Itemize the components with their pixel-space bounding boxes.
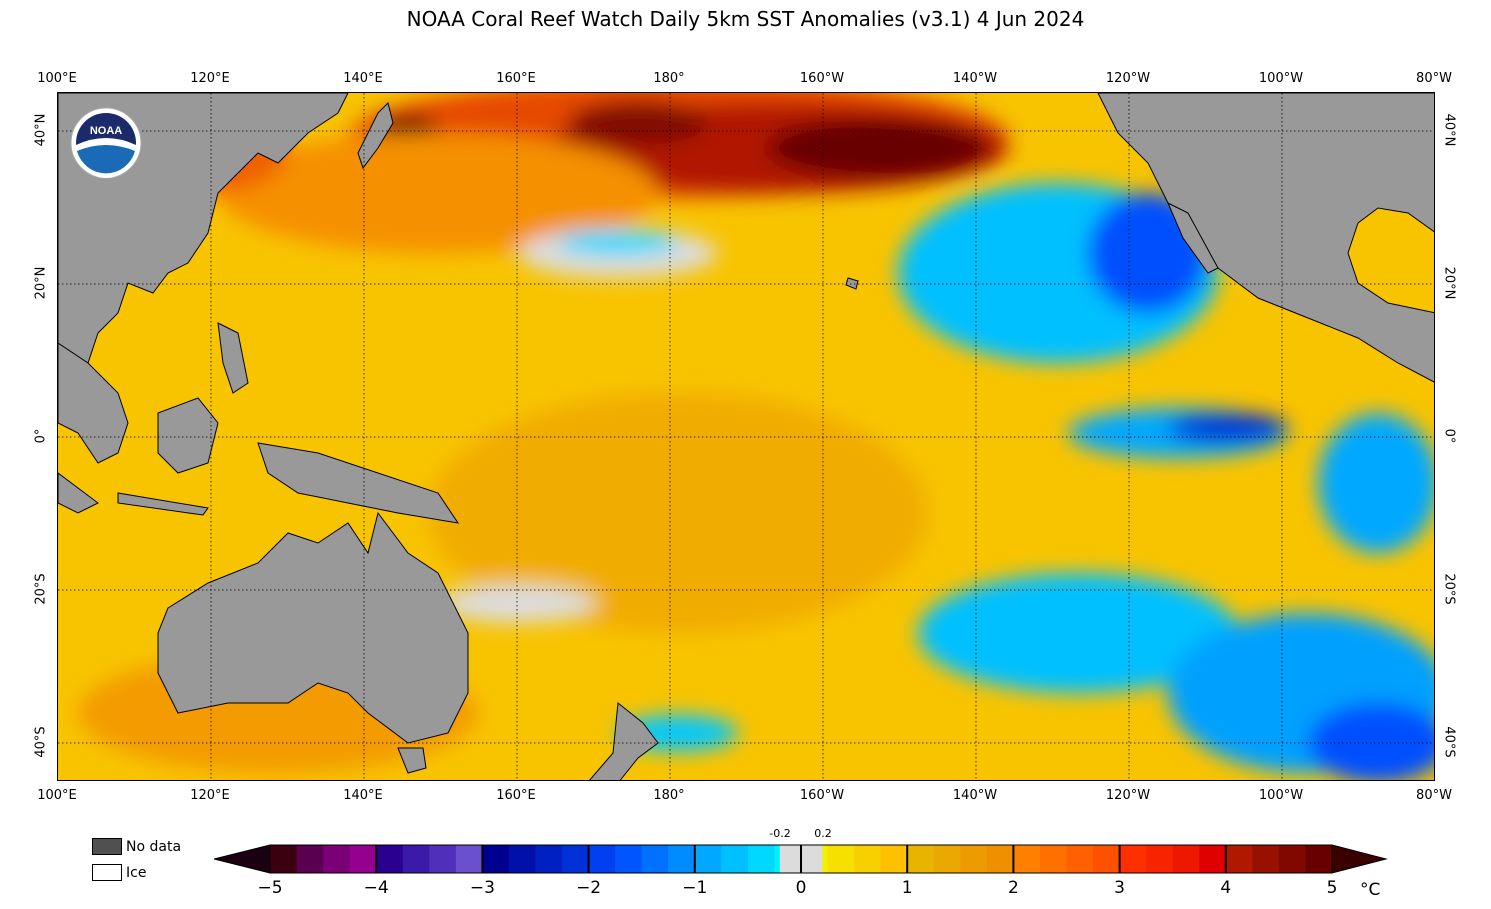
longitude-label: 120°W — [1105, 788, 1151, 803]
colorbar-segment — [668, 845, 696, 873]
colorbar-segment — [827, 845, 855, 873]
latitude-label: 40°N — [33, 113, 49, 147]
colorbar-tick-label: 5 — [1326, 878, 1338, 898]
longitude-label: 160°W — [799, 71, 845, 86]
colorbar-segment — [1013, 845, 1041, 873]
longitude-label: 120°E — [190, 788, 230, 803]
colorbar-segment — [535, 845, 563, 873]
latitude-label: 20°S — [1441, 573, 1457, 605]
ice-label: Ice — [126, 865, 147, 881]
colorbar-segment — [508, 845, 536, 873]
colorbar-tick-label: 4 — [1220, 878, 1232, 898]
colorbar-segment — [1172, 845, 1200, 873]
colorbar-segment — [482, 845, 510, 873]
colorbar-tick-label: 1 — [901, 878, 913, 898]
colorbar-tick-label: −4 — [363, 878, 389, 898]
colorbar-tick-label: 0 — [795, 878, 807, 898]
longitude-label: 180° — [653, 71, 685, 86]
colorbar-segment — [1066, 845, 1094, 873]
colorbar-segment — [1225, 845, 1253, 873]
colorbar-segment — [880, 845, 908, 873]
colorbar-segment — [721, 845, 749, 873]
longitude-label: 100°W — [1258, 788, 1304, 803]
colorbar-segment — [323, 845, 351, 873]
colorbar-segment — [1146, 845, 1174, 873]
sst-anomaly-map[interactable]: NOAA — [57, 92, 1435, 781]
colorbar-segment — [960, 845, 988, 873]
graticule — [58, 93, 1434, 780]
longitude-label: 100°W — [1258, 71, 1304, 86]
colorbar-segment — [986, 845, 1014, 873]
longitude-label: 100°E — [37, 788, 77, 803]
colorbar-tick-label: 2 — [1007, 878, 1019, 898]
map-canvas: NOAA — [58, 93, 1434, 780]
colorbar-segment — [429, 845, 457, 873]
colorbar-segment — [1093, 845, 1121, 873]
colorbar-small-tick-pos: 0.2 — [814, 827, 832, 840]
longitude-label: 140°W — [952, 71, 998, 86]
colorbar-extend-high — [1331, 844, 1388, 874]
colorbar-unit: °C — [1360, 880, 1381, 900]
colorbar-small-tick-neg: -0.2 — [769, 827, 791, 840]
colorbar-segment — [933, 845, 961, 873]
colorbar-tick-label: 3 — [1114, 878, 1126, 898]
colorbar-segment — [1252, 845, 1280, 873]
colorbar-tick-label: −5 — [257, 878, 283, 898]
colorbar-segment — [1305, 845, 1333, 873]
colorbar-segment — [1119, 845, 1147, 873]
longitude-label: 120°W — [1105, 71, 1151, 86]
colorbar-segment — [615, 845, 643, 873]
longitude-label: 160°E — [496, 71, 536, 86]
colorbar-extend-low — [214, 844, 271, 874]
colorbar-segment — [1039, 845, 1067, 873]
colorbar — [214, 844, 1388, 874]
no-data-label: No data — [126, 839, 182, 855]
noaa-logo-icon: NOAA — [70, 107, 142, 179]
longitude-label: 140°E — [343, 788, 383, 803]
latitude-label: 40°S — [33, 726, 49, 758]
longitude-label: 100°E — [37, 71, 77, 86]
latitude-label: 20°N — [33, 266, 49, 300]
latitude-label: 0° — [33, 428, 49, 444]
longitude-label: 160°W — [799, 788, 845, 803]
colorbar-segment — [1199, 845, 1227, 873]
colorbar-segment — [694, 845, 722, 873]
longitude-label: 180° — [653, 788, 685, 803]
colorbar-segment — [376, 845, 404, 873]
longitude-label: 80°W — [1416, 788, 1452, 803]
colorbar-segment — [588, 845, 616, 873]
colorbar-segment — [349, 845, 377, 873]
colorbar-segment — [747, 845, 775, 873]
colorbar-segment — [270, 845, 298, 873]
no-data-swatch — [92, 838, 122, 855]
longitude-label: 140°W — [952, 788, 998, 803]
latitude-label: 40°S — [1441, 726, 1457, 758]
colorbar-segment — [562, 845, 590, 873]
colorbar-segment — [455, 845, 483, 873]
colorbar-tick-label: −1 — [682, 878, 708, 898]
map-title: NOAA Coral Reef Watch Daily 5km SST Anom… — [406, 7, 1085, 31]
colorbar-segment — [402, 845, 430, 873]
colorbar-segment — [854, 845, 882, 873]
ice-swatch — [92, 864, 122, 881]
latitude-label: 20°N — [1441, 266, 1457, 300]
colorbar-segment — [1278, 845, 1306, 873]
longitude-label: 80°W — [1416, 71, 1452, 86]
longitude-label: 140°E — [343, 71, 383, 86]
colorbar-segment — [641, 845, 669, 873]
colorbar-tick-label: −2 — [576, 878, 602, 898]
colorbar-segment — [296, 845, 324, 873]
colorbar-segment — [907, 845, 935, 873]
latitude-label: 20°S — [33, 573, 49, 605]
longitude-label: 120°E — [190, 71, 230, 86]
noaa-logo-text: NOAA — [90, 125, 122, 137]
latitude-label: 0° — [1441, 428, 1457, 444]
latitude-label: 40°N — [1441, 113, 1457, 147]
longitude-label: 160°E — [496, 788, 536, 803]
colorbar-tick-label: −3 — [469, 878, 495, 898]
